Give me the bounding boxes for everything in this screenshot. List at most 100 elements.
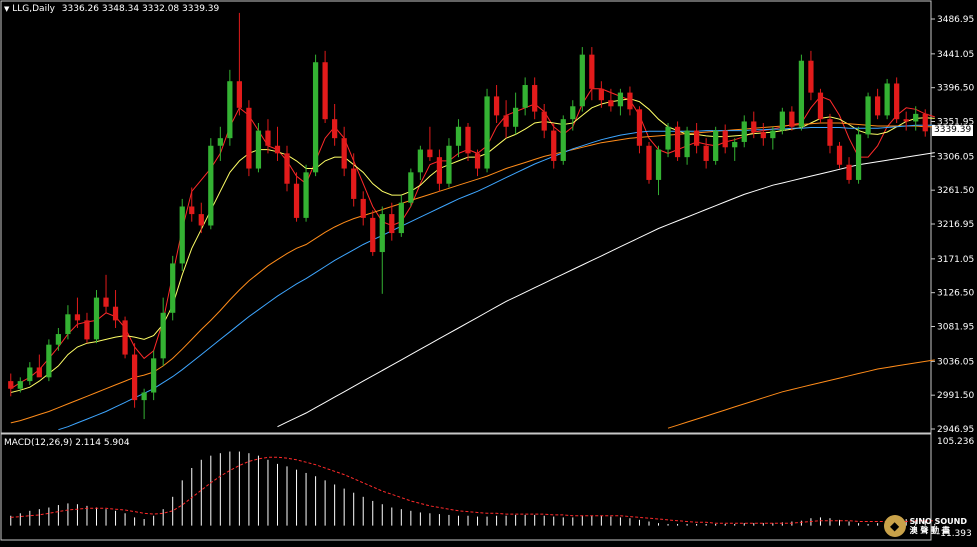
candle-body	[836, 145, 843, 165]
candle-body	[8, 381, 14, 389]
price-tick-label: 2946.95	[937, 425, 974, 435]
candle-body	[922, 113, 928, 132]
candle-body	[217, 138, 223, 146]
candle-body	[636, 109, 643, 146]
candle-body	[417, 149, 423, 173]
ohlc-readout: 3336.26 3348.34 3332.08 3339.39	[61, 4, 220, 14]
logo-sub: 澳 聲 動 畫	[909, 526, 950, 535]
candle-body	[913, 113, 919, 122]
logo-name: SINO SOUND	[909, 517, 967, 526]
price-tick-label: 3396.50	[937, 84, 974, 94]
candle-body	[436, 157, 443, 184]
candle-body	[74, 314, 81, 321]
candle-body	[598, 88, 604, 101]
candle-body	[17, 381, 23, 389]
candle-body	[246, 107, 252, 169]
candle-body	[93, 297, 100, 340]
candle-body	[627, 92, 633, 110]
candle-body	[894, 83, 900, 120]
candle-body	[884, 83, 890, 116]
candle-body	[322, 62, 328, 120]
candle-body	[903, 119, 909, 122]
candle-body	[170, 263, 176, 313]
candle-body	[112, 306, 119, 321]
candle-body	[846, 164, 852, 180]
candle-body	[541, 111, 547, 131]
candle-body	[27, 367, 33, 382]
candle-body	[312, 62, 319, 173]
candle-body	[341, 138, 347, 169]
candle-body	[674, 126, 681, 158]
candle-body	[684, 130, 690, 158]
candle-body	[265, 130, 271, 146]
candle-body	[579, 54, 585, 107]
candle-body	[427, 149, 433, 158]
candle-body	[589, 54, 595, 89]
candle-body	[141, 392, 147, 401]
moving-average-line-2	[10, 122, 935, 424]
candle-body	[293, 183, 300, 218]
candle-body	[160, 312, 166, 359]
moving-average-line-5	[667, 359, 935, 429]
candle-body	[351, 168, 357, 199]
macd-axis-bottom-label: -11.393	[937, 529, 972, 539]
price-pane-border	[0, 0, 932, 434]
candle-body	[570, 106, 576, 120]
chart-header: ▼ LLG,Daily 3336.26 3348.34 3332.08 3339…	[4, 4, 219, 14]
moving-average-line-4	[277, 152, 935, 428]
candle-body	[770, 130, 776, 139]
candle-body	[332, 119, 338, 139]
candle-body	[274, 145, 281, 154]
moving-average-line-0	[10, 88, 935, 390]
price-tick-label: 3171.05	[937, 255, 974, 265]
candle-body	[446, 145, 452, 184]
macd-axis-top-label: 105.236	[937, 437, 974, 447]
candle-body	[655, 149, 662, 180]
price-tick-label: 3126.50	[937, 289, 974, 299]
current-price-badge: 3339.39	[932, 125, 974, 137]
candle-body	[131, 354, 138, 401]
candle-body	[732, 141, 738, 148]
candle-body	[103, 297, 109, 307]
candle-body	[408, 172, 414, 203]
candle-body	[84, 320, 90, 340]
candle-body	[503, 115, 509, 127]
macd-signal-line	[10, 456, 935, 524]
candle-body	[865, 96, 871, 135]
candle-body	[208, 145, 214, 226]
candle-body	[693, 130, 700, 146]
candle-body	[36, 367, 42, 378]
candle-body	[303, 172, 309, 218]
candle-body	[65, 314, 71, 335]
candle-body	[389, 214, 395, 234]
candle-body	[789, 111, 795, 127]
candle-body	[751, 121, 757, 133]
candle-body	[236, 81, 243, 108]
symbol-label: LLG,Daily	[12, 4, 55, 14]
price-tick-label: 2991.50	[937, 391, 974, 401]
price-tick-label: 3216.95	[937, 220, 974, 230]
menu-triangle-icon[interactable]: ▼	[4, 5, 10, 13]
candle-body	[465, 126, 471, 154]
candle-body	[198, 214, 204, 226]
candle-body	[760, 132, 766, 139]
candle-body	[255, 130, 262, 169]
candle-body	[608, 100, 614, 107]
candle-body	[560, 119, 566, 161]
macd-pane-border	[0, 433, 932, 541]
price-tick-label: 3261.50	[937, 186, 974, 196]
candle-body	[855, 134, 862, 180]
candle-body	[55, 334, 62, 345]
moving-average-line-1	[10, 98, 935, 393]
price-tick-label: 3441.05	[937, 50, 974, 60]
price-tick-label: 3306.05	[937, 152, 974, 162]
logo-icon: ◆	[883, 515, 906, 537]
watermark-logo: ◆ SINO SOUND 澳 聲 動 畫	[883, 515, 967, 537]
candle-body	[46, 344, 52, 378]
price-tick-label: 3351.95	[937, 118, 974, 128]
candle-body	[827, 119, 833, 146]
price-tick-label: 3036.05	[937, 357, 974, 367]
candle-body	[779, 111, 785, 131]
